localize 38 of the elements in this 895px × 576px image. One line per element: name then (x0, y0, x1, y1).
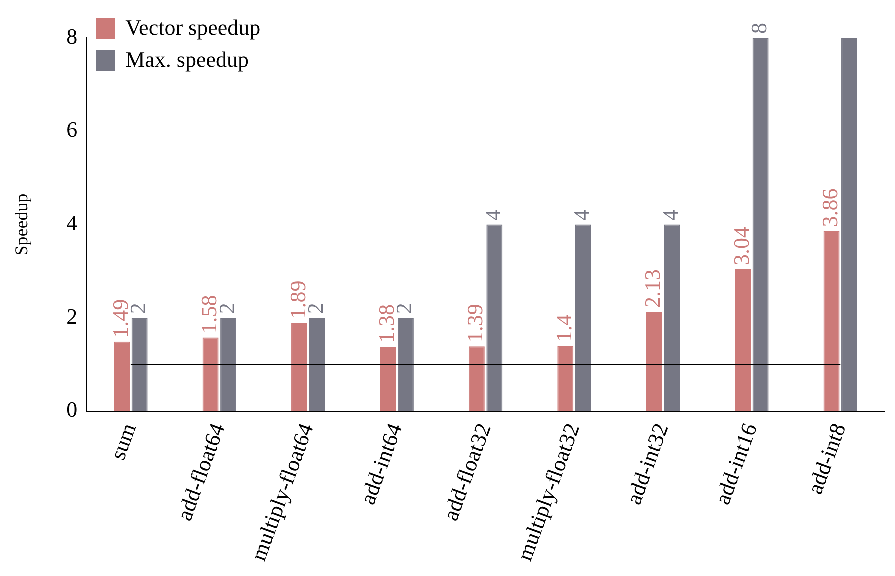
legend-label: Vector speedup (126, 14, 261, 40)
x-tick-label: add-int8 (802, 420, 851, 498)
y-tick-label: 4 (66, 210, 78, 236)
data-label: 3.86 (818, 188, 843, 228)
bar (309, 318, 326, 412)
bar (575, 224, 592, 412)
data-label: 1.4 (551, 314, 576, 342)
bar (558, 346, 574, 412)
bar (220, 318, 237, 412)
y-tick-label: 2 (66, 304, 78, 329)
y-axis-title: Speedup (12, 194, 32, 256)
bar (292, 323, 308, 412)
bar (842, 38, 858, 412)
bar (735, 270, 752, 412)
y-tick-label: 0 (66, 397, 78, 422)
data-label: 2.13 (640, 270, 666, 308)
bar (380, 347, 396, 412)
bar (132, 318, 148, 412)
x-tick-label: add-int16 (710, 420, 762, 508)
data-label: 4 (480, 210, 506, 221)
y-tick-label: 8 (66, 24, 78, 49)
bar (664, 224, 680, 412)
data-label: 3.04 (728, 227, 754, 266)
data-label: 1.39 (462, 304, 488, 343)
data-label: 4 (658, 210, 683, 221)
bar (646, 312, 662, 412)
bar (114, 342, 130, 412)
bar (486, 224, 503, 412)
data-label: 8 (746, 23, 772, 34)
y-tick-label: 6 (66, 117, 78, 142)
bar (202, 338, 219, 412)
bar (824, 231, 840, 412)
bar (752, 38, 769, 412)
data-label: 4 (569, 210, 594, 221)
bar (398, 318, 414, 412)
legend-label: Max. speedup (126, 46, 250, 72)
bar (468, 346, 485, 412)
x-tick-label: sum (105, 420, 142, 464)
